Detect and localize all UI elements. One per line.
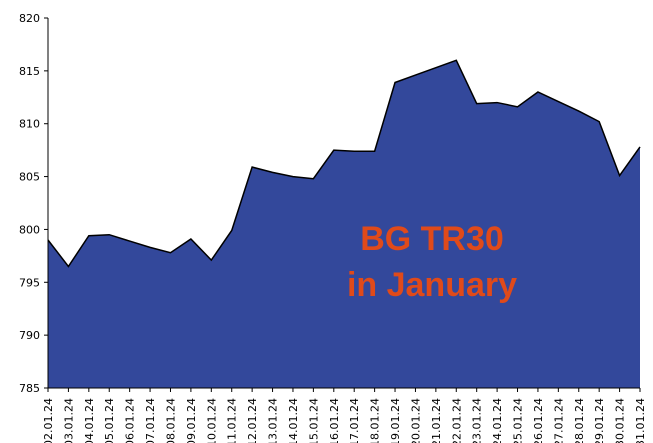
- x-tick-label: 27.01.24: [552, 398, 565, 443]
- x-tick-label: 04.01.24: [83, 398, 96, 443]
- x-tick-label: 29.01.24: [593, 398, 606, 443]
- x-tick-label: 22.01.24: [450, 398, 463, 443]
- annotation: in January: [347, 266, 517, 304]
- area: [48, 60, 640, 389]
- x-tick-label: 17.01.24: [348, 398, 361, 443]
- x-tick-label: 13.01.24: [267, 398, 280, 443]
- x-tick-label: 03.01.24: [62, 398, 75, 443]
- y-tick-label: 795: [19, 276, 40, 289]
- x-tick-label: 11.01.24: [226, 398, 239, 443]
- x-tick-label: 15.01.24: [307, 398, 320, 443]
- x-tick-label: 23.01.24: [471, 398, 484, 443]
- x-tick-label: 21.01.24: [430, 398, 443, 443]
- y-tick-label: 810: [19, 118, 40, 131]
- x-tick-label: 09.01.24: [185, 398, 198, 443]
- x-tick-label: 28.01.24: [573, 398, 586, 443]
- x-tick-label: 07.01.24: [144, 398, 157, 443]
- x-tick-label: 25.01.24: [512, 398, 525, 443]
- x-tick-label: 05.01.24: [103, 398, 116, 443]
- x-tick-label: 14.01.24: [287, 398, 300, 443]
- x-tick-label: 02.01.24: [42, 398, 55, 443]
- x-tick-label: 20.01.24: [409, 398, 422, 443]
- x-tick-label: 30.01.24: [614, 398, 627, 443]
- y-tick-label: 805: [19, 171, 40, 184]
- x-tick-label: 12.01.24: [246, 398, 259, 443]
- x-tick-label: 08.01.24: [164, 398, 177, 443]
- x-tick-label: 24.01.24: [491, 398, 504, 443]
- line: [47, 59, 641, 268]
- y-tick-label: 785: [19, 382, 40, 395]
- x-tick-label: 31.01.24: [634, 398, 647, 443]
- y-tick-label: 820: [19, 12, 40, 25]
- y-tick-label: 815: [19, 65, 40, 78]
- x-tick-label: 06.01.24: [124, 398, 137, 443]
- y-tick-label: 800: [19, 223, 40, 236]
- x-tick-label: 19.01.24: [389, 398, 402, 443]
- y-tick-label: 790: [19, 329, 40, 342]
- x-tick-label: 26.01.24: [532, 398, 545, 443]
- annotation: BG TR30: [360, 220, 504, 258]
- x-tick-label: 16.01.24: [328, 398, 341, 443]
- x-tick-label: 10.01.24: [205, 398, 218, 443]
- x-tick-label: 18.01.24: [369, 398, 382, 443]
